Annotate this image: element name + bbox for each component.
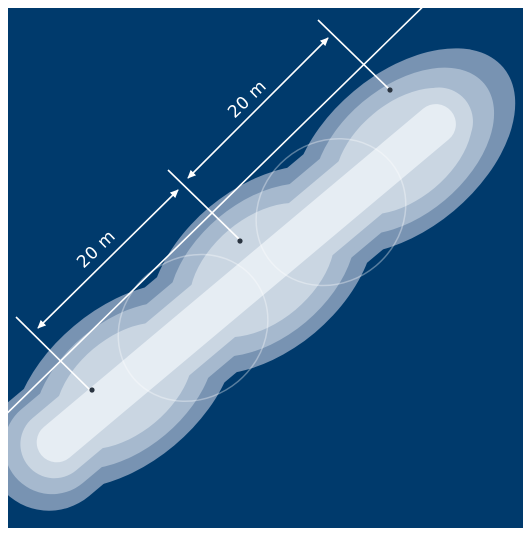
zone-core [36,104,456,463]
boundary-line [8,8,423,414]
source-point-1 [89,387,95,393]
extension-line-2 [167,169,241,241]
source-point-3 [387,87,393,93]
extension-line-3 [317,19,391,91]
dimension-arrow-1 [37,189,179,329]
extension-line-1 [15,316,93,393]
dimension-arrow-2 [187,37,329,179]
source-point-2 [237,238,243,244]
